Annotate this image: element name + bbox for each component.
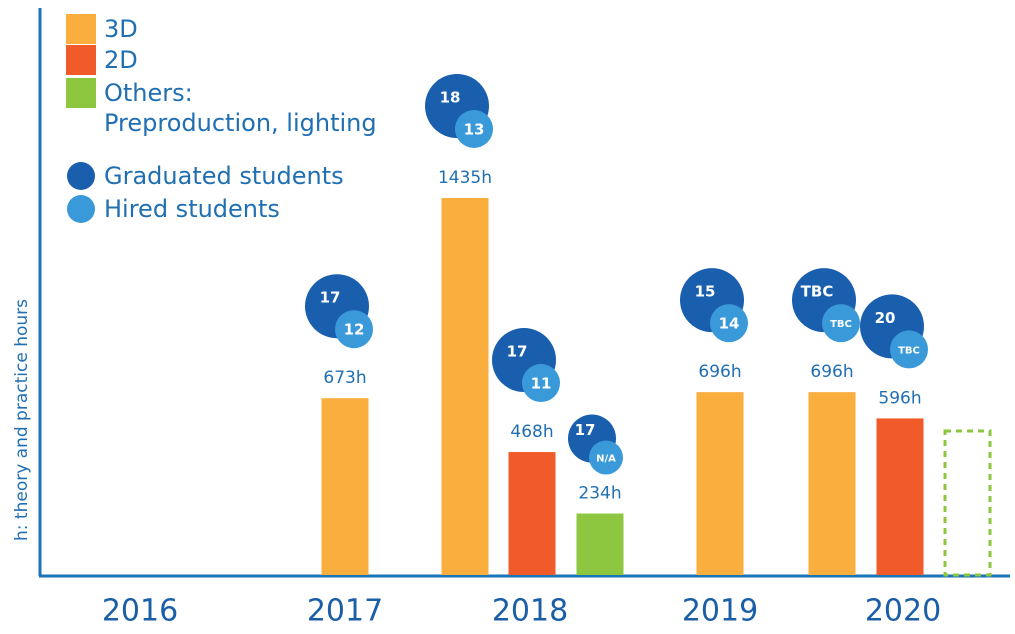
x-tick-label: 2018: [492, 594, 568, 629]
graduated-count: 17: [507, 343, 528, 361]
graduated-count: 15: [695, 283, 716, 301]
value-label: 673h: [323, 368, 366, 388]
graduated-count: 17: [575, 421, 596, 439]
legend-label: 2D: [104, 46, 138, 74]
graduated-count: 18: [440, 89, 461, 107]
value-label: 696h: [698, 362, 741, 382]
legend-swatch: [66, 45, 96, 75]
legend-dot: [67, 162, 95, 190]
hired-bubble: [335, 310, 373, 349]
bar: [696, 392, 744, 575]
value-label: 696h: [810, 362, 853, 382]
x-tick-label: 2017: [307, 594, 383, 629]
bar: [808, 392, 856, 575]
hired-bubble: [455, 110, 493, 148]
bar: [321, 398, 369, 575]
legend-swatch: [66, 14, 96, 44]
hired-count: 12: [344, 321, 365, 339]
legend-label: Others: Preproduction, lighting: [104, 79, 377, 137]
legend-item: Others: Preproduction, lighting: [66, 78, 377, 138]
legend-item: Graduated students: [66, 161, 344, 191]
placeholder-bar: [943, 429, 992, 577]
legend-item: 3D: [66, 14, 138, 44]
hired-count: 11: [531, 375, 552, 393]
graduated-count: TBC: [801, 283, 834, 301]
legend-label: 3D: [104, 15, 138, 43]
value-label: 468h: [510, 422, 553, 442]
legend-swatch: [66, 78, 96, 108]
x-tick-label: 2016: [102, 594, 178, 629]
y-axis-label: h: theory and practice hours: [12, 299, 32, 541]
hired-count: 14: [719, 315, 740, 333]
hired-bubble: [710, 304, 748, 343]
legend-item: 2D: [66, 45, 138, 75]
legend-label: Hired students: [104, 195, 280, 223]
bar: [508, 452, 556, 575]
value-label: 596h: [878, 388, 921, 408]
hired-count: N/A: [596, 454, 616, 465]
hired-count: TBC: [898, 345, 920, 356]
hired-bubble: [589, 440, 623, 475]
hired-count: 13: [464, 121, 485, 139]
hired-count: TBC: [830, 319, 852, 330]
bar: [576, 513, 624, 575]
bar: [441, 198, 489, 575]
graduated-count: 20: [875, 309, 896, 327]
x-tick-label: 2019: [682, 594, 758, 629]
value-label: 1435h: [438, 168, 492, 188]
value-label: 234h: [578, 484, 621, 504]
legend-dot: [67, 195, 95, 223]
bar: [876, 418, 924, 575]
hired-bubble: [522, 364, 560, 403]
graduated-count: 17: [320, 289, 341, 307]
legend-item: Hired students: [66, 194, 280, 224]
hired-bubble: [890, 330, 928, 369]
hired-bubble: [822, 304, 860, 343]
x-tick-label: 2020: [865, 594, 941, 629]
legend-label: Graduated students: [104, 162, 344, 190]
